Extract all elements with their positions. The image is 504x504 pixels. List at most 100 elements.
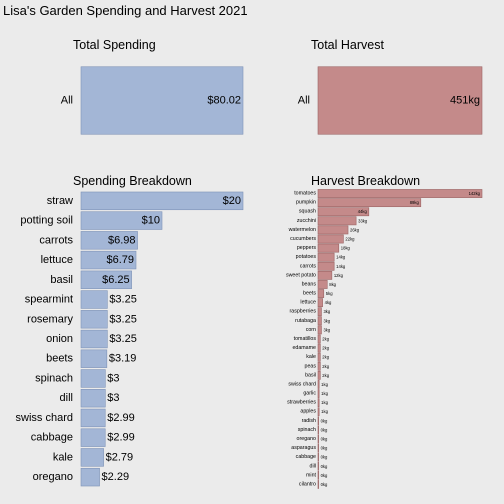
category-label: peas [305,363,317,369]
value-label: $3.25 [109,294,137,306]
value-label: $2.99 [107,412,135,424]
value-label: 1kg [321,409,328,414]
bar [317,270,333,280]
category-label: rutabaga [295,318,316,324]
bar [80,250,137,270]
bar [317,361,321,371]
value-label: 12kg [334,273,344,278]
value-label: 26kg [350,227,360,232]
value-label: 44kg [358,209,368,214]
bar [317,252,335,262]
category-label: oregano [33,471,73,483]
panel-title: Total Spending [73,38,156,52]
value-label: 89kg [410,200,420,205]
category-label: squash [299,209,316,215]
value-label: 0kg [321,446,328,451]
category-label: beets [303,291,316,297]
category-label: spinach [298,427,316,433]
bar [80,408,106,428]
value-label: 14kg [336,255,346,260]
bar [317,343,321,353]
value-label: $20 [223,195,241,207]
category-label: cucumbers [290,236,316,242]
bar [80,191,244,211]
bar [317,280,328,289]
bar [317,243,340,253]
category-label: mint [306,472,317,478]
bar [317,389,320,398]
value-label: 0kg [321,473,328,478]
category-label: swiss chard [16,412,73,424]
value-label: $3.25 [109,313,137,325]
value-label: $80.02 [207,95,241,107]
category-label: potatoes [296,254,317,260]
bar [317,380,320,389]
bar [317,398,320,408]
category-label: edamame [292,345,316,351]
panel-title: Harvest Breakdown [311,174,420,188]
bar [80,389,106,408]
bar [317,307,322,317]
bar [80,428,106,447]
bar [317,425,319,435]
category-label: beets [46,353,73,365]
category-label: lettuce [41,254,73,266]
value-label: 18kg [341,246,351,251]
category-label: swiss chard [288,381,316,387]
value-label: 3kg [323,318,330,323]
category-label: basil [305,372,316,378]
category-label: raspberries [290,309,317,315]
bar [317,334,321,344]
category-label: straw [47,195,73,207]
category-label: spearmint [25,294,73,306]
category-label: apples [300,409,316,415]
bar [317,434,319,444]
bar [317,216,357,226]
value-label: 1kg [321,382,328,387]
value-label: $3 [107,392,119,404]
value-label: 22kg [345,237,355,242]
value-label: 0kg [321,427,328,432]
bar [317,66,483,135]
value-label: 4kg [325,300,332,305]
category-label: tomatoes [294,191,316,197]
category-label: strawberries [287,400,316,406]
category-label: cabbage [31,432,73,444]
value-label: 0kg [321,455,328,460]
category-label: dill [60,392,73,404]
bar [80,448,104,467]
category-label: garlic [303,391,316,397]
bar [80,231,138,250]
category-label: dill [310,463,316,469]
category-label: potting soil [20,215,73,227]
category-label: carrots [300,263,317,269]
category-label: All [61,95,73,107]
bar [317,316,322,326]
category-label: onion [46,333,73,345]
panel-3: Harvest Breakdown tomatoes 142kg pumpkin 89k… [286,174,483,489]
category-label: peppers [297,245,316,251]
bar [80,290,108,309]
bar [317,234,344,244]
value-label: 451kg [450,95,480,107]
category-label: kale [53,451,73,463]
category-label: lettuce [300,300,316,306]
bar [317,298,323,308]
value-label: $10 [142,215,160,227]
category-label: All [298,95,310,107]
category-label: radish [302,418,316,424]
bar [80,270,132,289]
bar [80,467,100,487]
bar [317,189,483,198]
category-label: asparagus [291,445,316,451]
value-label: $2.99 [107,432,135,444]
value-label: 8kg [329,282,336,287]
value-label: $6.98 [108,234,136,246]
category-label: basil [50,274,73,286]
bar [317,480,319,489]
bar [317,407,320,417]
value-label: 1kg [321,391,328,396]
category-label: beans [302,281,317,287]
